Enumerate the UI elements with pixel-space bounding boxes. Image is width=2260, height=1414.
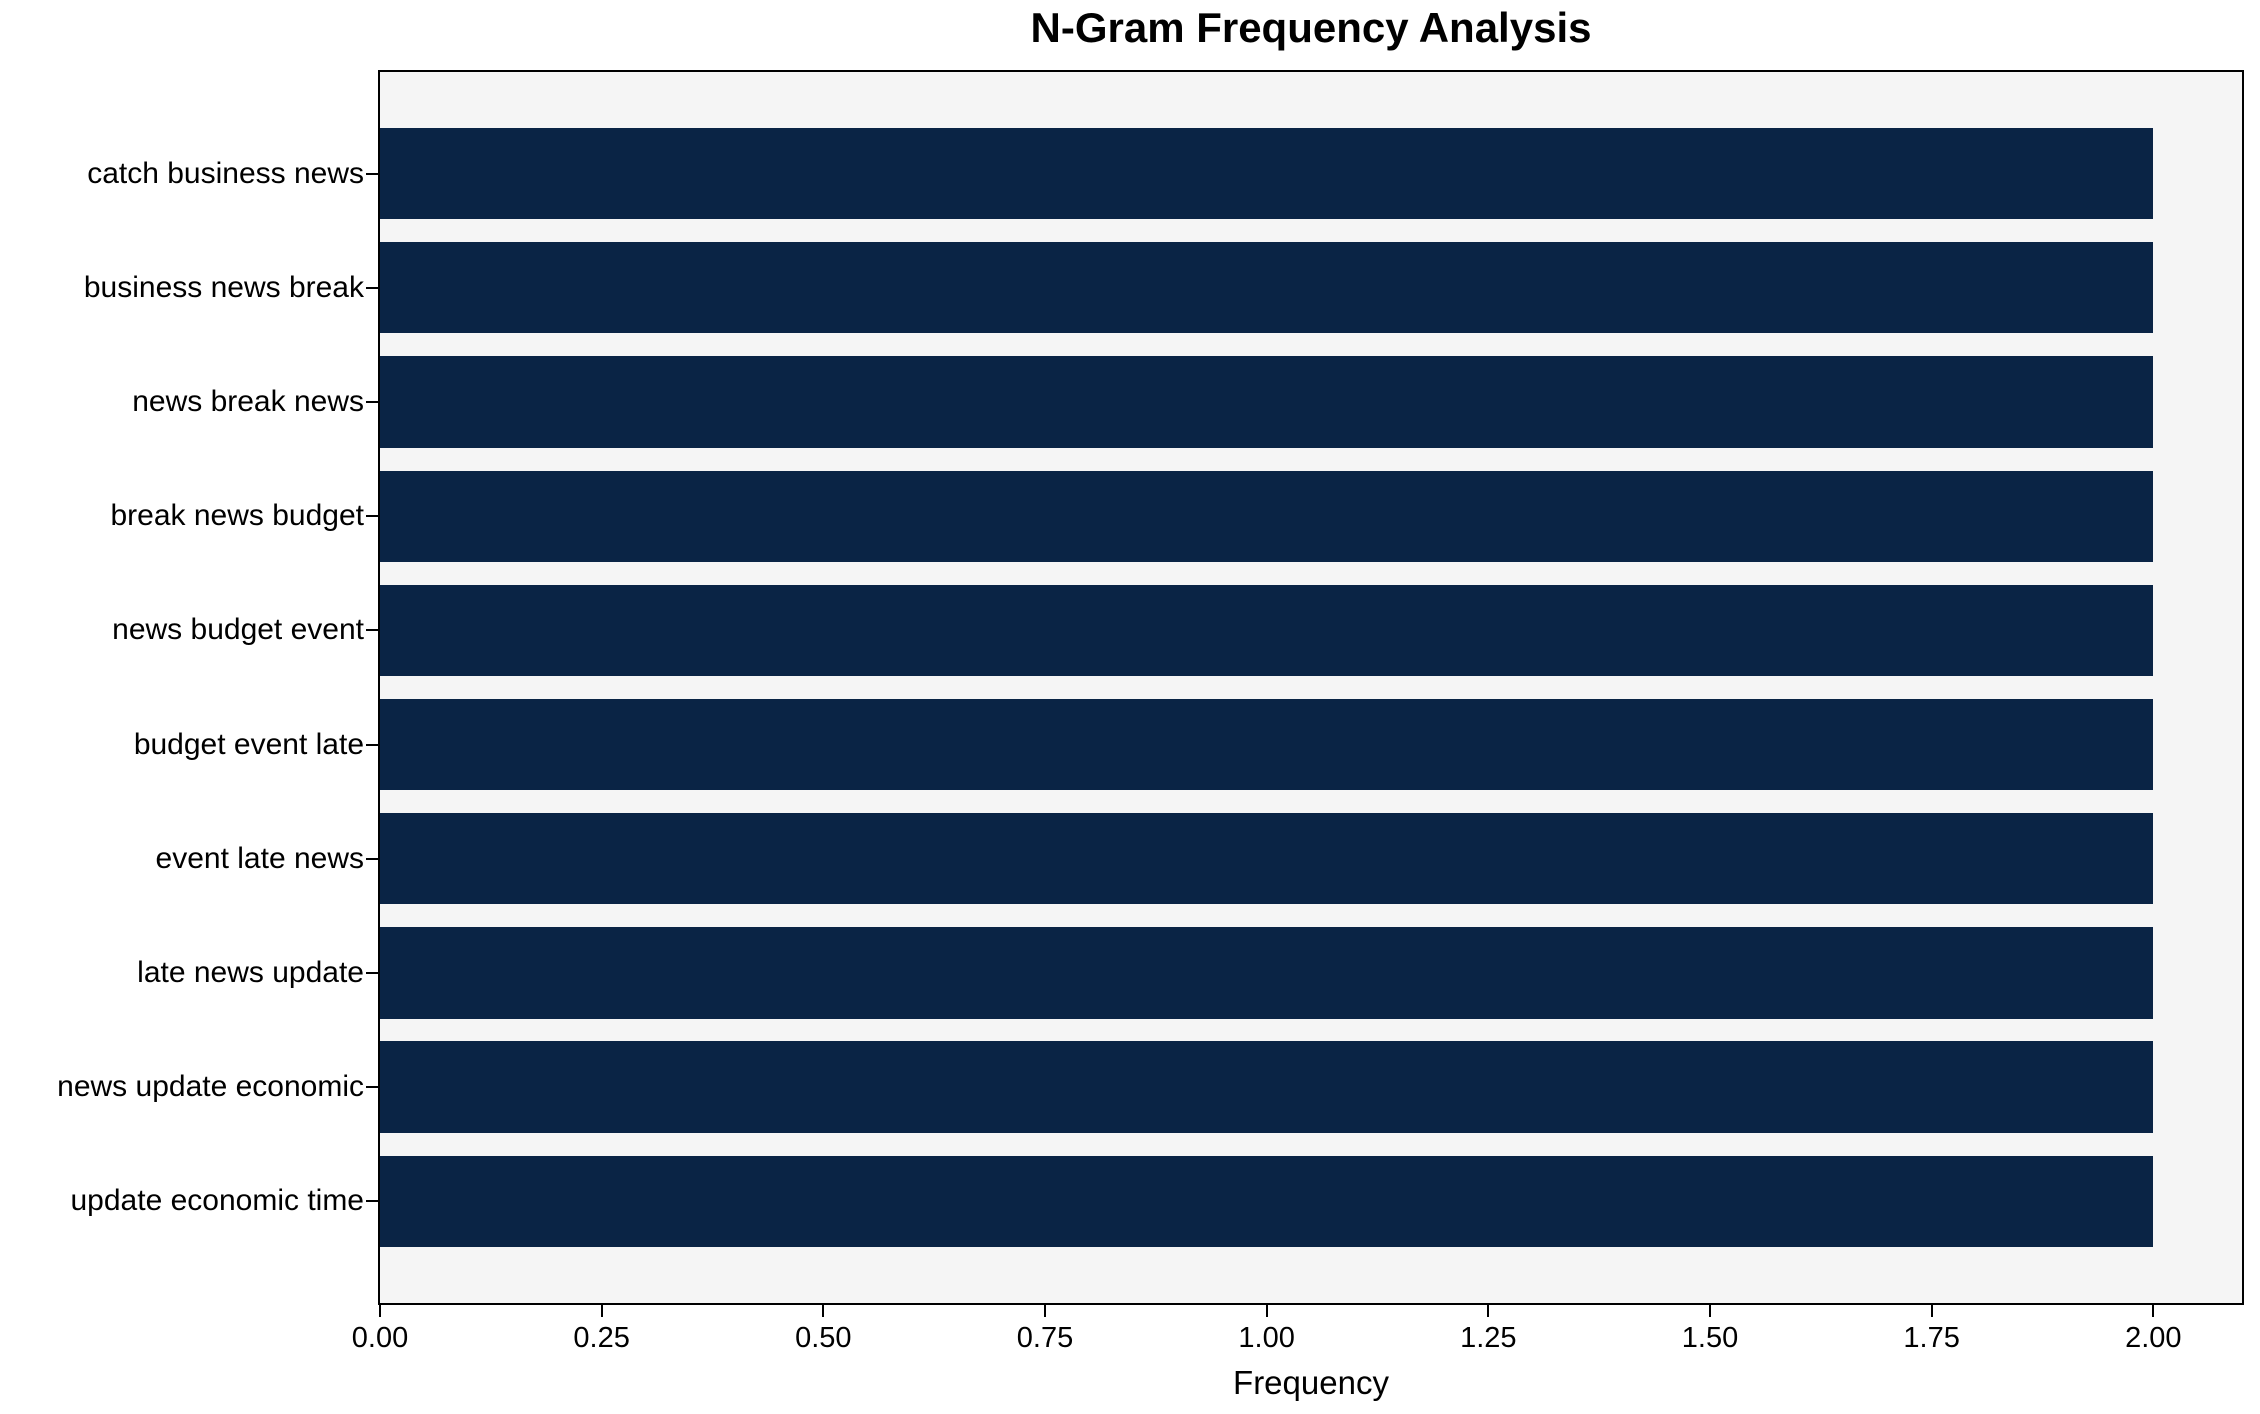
x-tick-mark (1487, 1305, 1490, 1317)
y-tick-mark (366, 286, 378, 289)
x-tick-label: 1.75 (1903, 1322, 1960, 1354)
x-tick-mark (1709, 1305, 1711, 1317)
bars-layer (380, 72, 2242, 1303)
x-tick-label: 1.00 (1238, 1322, 1295, 1354)
x-tick-mark (1265, 1305, 1268, 1317)
x-tick-mark (822, 1305, 825, 1317)
x-tick-label: 0.00 (351, 1322, 409, 1354)
y-tick-label: break news budget (110, 499, 364, 533)
chart-title: N-Gram Frequency Analysis (1030, 4, 1592, 51)
x-tick-label: 0.50 (795, 1322, 852, 1354)
y-tick-label: event late news (155, 841, 364, 875)
y-tick-label: news update economic (57, 1070, 364, 1104)
y-tick-label: late news update (137, 955, 364, 989)
bar (380, 813, 2154, 905)
y-tick-mark (366, 743, 378, 746)
x-tick-mark (2152, 1305, 2155, 1317)
x-tick-label: 2.00 (2125, 1322, 2182, 1354)
bar (380, 1041, 2154, 1133)
bar (380, 698, 2154, 791)
x-tick-mark (1930, 1305, 1933, 1317)
y-tick-label: news budget event (112, 613, 364, 647)
y-tick-mark (366, 515, 378, 518)
y-tick-mark (366, 1200, 378, 1203)
x-tick-label: 1.25 (1460, 1322, 1517, 1354)
bar (380, 127, 2154, 220)
y-tick-label: catch business news (87, 156, 364, 190)
bar (380, 470, 2154, 562)
y-tick-label: news break news (132, 385, 364, 419)
x-axis-label: Frequency (1233, 1364, 1389, 1401)
plot-area (378, 70, 2244, 1305)
y-tick-label: budget event late (133, 727, 364, 761)
x-tick-mark (379, 1305, 381, 1317)
y-tick-mark (366, 401, 378, 404)
x-tick-label: 0.75 (1016, 1322, 1074, 1354)
bar (380, 1155, 2154, 1248)
x-tick-mark (600, 1305, 603, 1317)
y-tick-label: business news break (83, 270, 364, 304)
bar (380, 356, 2154, 448)
x-tick-mark (1044, 1305, 1046, 1317)
y-tick-mark (366, 971, 378, 974)
y-tick-mark (366, 1086, 378, 1089)
x-tick-label: 0.25 (573, 1322, 630, 1354)
bar (380, 584, 2154, 677)
y-tick-mark (366, 629, 378, 632)
y-tick-mark (366, 857, 378, 860)
bar (380, 242, 2154, 334)
bar (380, 927, 2154, 1019)
y-tick-label: update economic time (70, 1184, 365, 1218)
y-tick-mark (366, 172, 378, 175)
x-tick-label: 1.50 (1681, 1322, 1739, 1354)
